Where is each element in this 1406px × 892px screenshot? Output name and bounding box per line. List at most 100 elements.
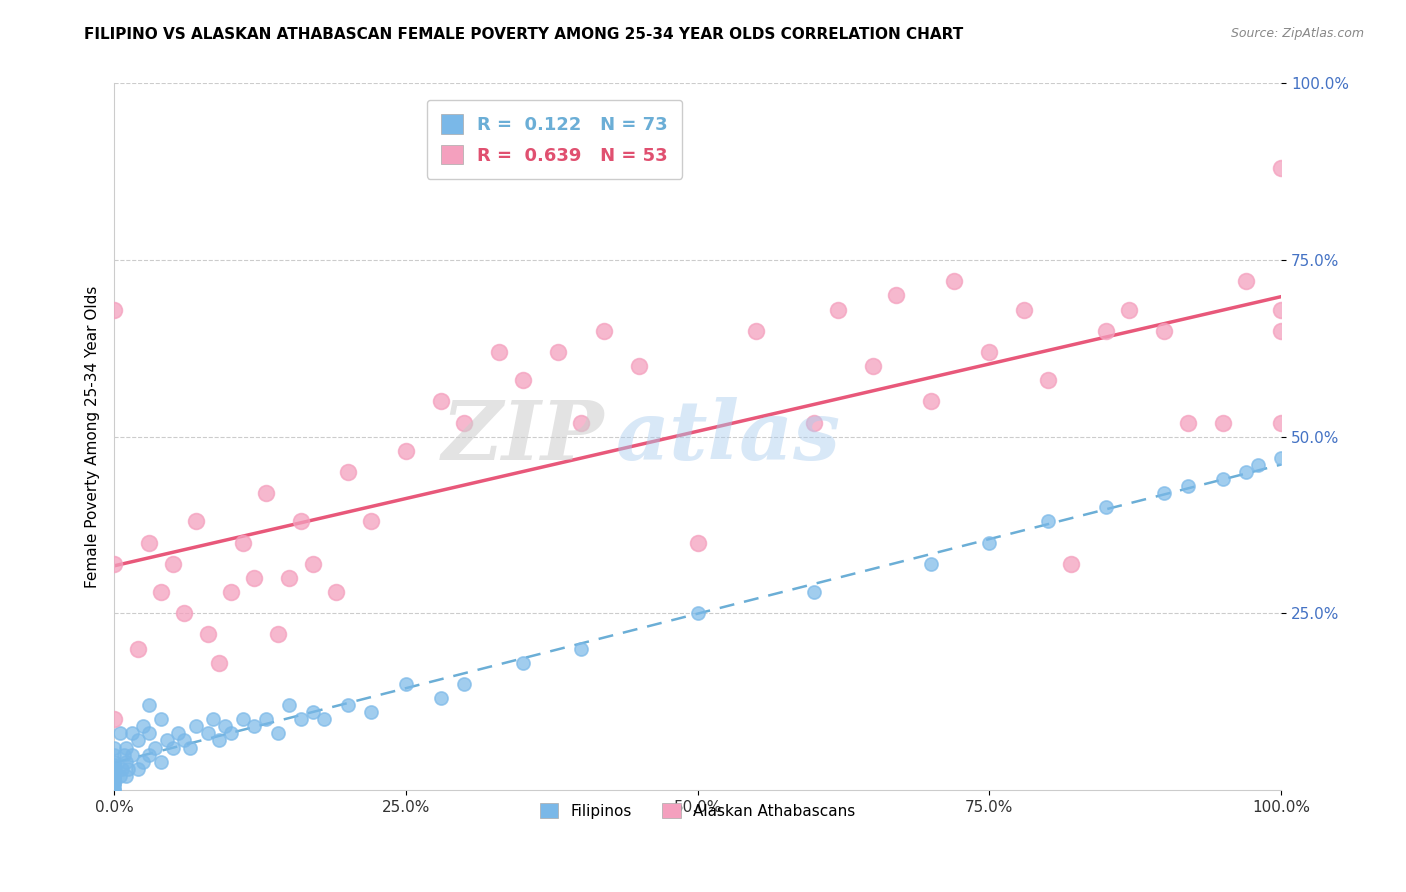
Point	[111, 762, 134, 776]
Point	[219, 585, 242, 599]
Point	[314, 712, 336, 726]
Point	[103, 302, 125, 317]
Point	[920, 557, 942, 571]
Point	[512, 373, 534, 387]
Point	[112, 747, 135, 762]
Point	[1270, 416, 1292, 430]
Point	[197, 726, 219, 740]
Point	[103, 769, 125, 783]
Point	[108, 769, 131, 783]
Point	[232, 535, 254, 549]
Point	[121, 726, 143, 740]
Point	[138, 747, 160, 762]
Point	[173, 733, 195, 747]
Point	[254, 712, 277, 726]
Point	[1212, 416, 1234, 430]
Point	[103, 762, 125, 776]
Point	[266, 726, 288, 740]
Point	[360, 705, 382, 719]
Legend: Filipinos, Alaskan Athabascans: Filipinos, Alaskan Athabascans	[534, 797, 862, 825]
Point	[290, 515, 312, 529]
Point	[512, 656, 534, 670]
Text: atlas: atlas	[616, 397, 841, 476]
Point	[103, 712, 125, 726]
Point	[132, 719, 155, 733]
Point	[115, 740, 138, 755]
Point	[1270, 161, 1292, 176]
Point	[219, 726, 242, 740]
Point	[103, 780, 125, 794]
Point	[254, 486, 277, 500]
Point	[266, 627, 288, 641]
Text: FILIPINO VS ALASKAN ATHABASCAN FEMALE POVERTY AMONG 25-34 YEAR OLDS CORRELATION : FILIPINO VS ALASKAN ATHABASCAN FEMALE PO…	[84, 27, 963, 42]
Point	[103, 762, 125, 776]
Point	[430, 394, 453, 409]
Point	[103, 747, 125, 762]
Point	[108, 726, 131, 740]
Point	[232, 712, 254, 726]
Point	[197, 627, 219, 641]
Point	[184, 515, 207, 529]
Point	[593, 324, 616, 338]
Text: Source: ZipAtlas.com: Source: ZipAtlas.com	[1230, 27, 1364, 40]
Point	[1270, 450, 1292, 465]
Point	[103, 769, 125, 783]
Point	[214, 719, 236, 733]
Y-axis label: Female Poverty Among 25-34 Year Olds: Female Poverty Among 25-34 Year Olds	[86, 285, 100, 588]
Point	[1095, 500, 1118, 515]
Point	[243, 719, 266, 733]
Point	[488, 345, 510, 359]
Point	[1036, 373, 1059, 387]
Point	[979, 535, 1001, 549]
Point	[162, 740, 184, 755]
Point	[127, 762, 149, 776]
Point	[301, 557, 323, 571]
Point	[103, 755, 125, 769]
Point	[336, 698, 359, 713]
Point	[127, 641, 149, 656]
Point	[278, 698, 301, 713]
Point	[862, 359, 884, 373]
Point	[325, 585, 347, 599]
Point	[138, 726, 160, 740]
Point	[290, 712, 312, 726]
Point	[115, 755, 138, 769]
Point	[884, 288, 907, 302]
Point	[1234, 274, 1257, 288]
Point	[149, 585, 172, 599]
Point	[943, 274, 966, 288]
Point	[103, 557, 125, 571]
Point	[149, 712, 172, 726]
Point	[803, 416, 825, 430]
Point	[547, 345, 569, 359]
Point	[336, 465, 359, 479]
Point	[103, 772, 125, 787]
Point	[173, 607, 195, 621]
Point	[628, 359, 651, 373]
Point	[1177, 416, 1199, 430]
Point	[430, 691, 453, 706]
Point	[1095, 324, 1118, 338]
Point	[208, 733, 231, 747]
Point	[1036, 515, 1059, 529]
Point	[569, 416, 592, 430]
Point	[115, 769, 138, 783]
Point	[395, 443, 418, 458]
Point	[360, 515, 382, 529]
Point	[745, 324, 768, 338]
Point	[453, 677, 475, 691]
Point	[149, 755, 172, 769]
Point	[1060, 557, 1083, 571]
Point	[156, 733, 179, 747]
Point	[979, 345, 1001, 359]
Point	[1212, 472, 1234, 486]
Point	[1177, 479, 1199, 493]
Point	[167, 726, 190, 740]
Point	[138, 698, 160, 713]
Point	[143, 740, 166, 755]
Point	[1118, 302, 1140, 317]
Point	[1270, 324, 1292, 338]
Point	[103, 783, 125, 797]
Point	[920, 394, 942, 409]
Point	[162, 557, 184, 571]
